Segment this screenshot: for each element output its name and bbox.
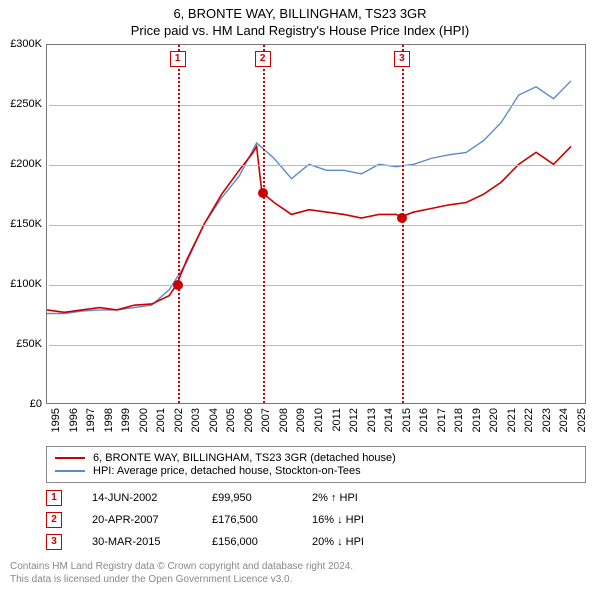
y-tick-label: £300K [10, 38, 42, 50]
event-marker-1: 1 [46, 490, 62, 506]
x-tick-label: 2018 [453, 408, 465, 432]
events-table: 1 14-JUN-2002 £99,950 2% ↑ HPI 2 20-APR-… [46, 490, 412, 556]
x-tick-label: 1997 [85, 408, 97, 432]
event-marker-3: 3 [46, 534, 62, 550]
x-tick-label: 2001 [155, 408, 167, 432]
event-price-2: £176,500 [212, 514, 282, 526]
chart-container: 6, BRONTE WAY, BILLINGHAM, TS23 3GR Pric… [0, 0, 600, 590]
gridline [49, 285, 583, 286]
chart-svg [47, 45, 585, 403]
legend-swatch-property [55, 457, 85, 459]
x-tick-label: 2009 [295, 408, 307, 432]
x-tick-label: 2016 [418, 408, 430, 432]
x-tick-label: 1998 [103, 408, 115, 432]
y-tick-label: £250K [10, 98, 42, 110]
x-tick-label: 1996 [68, 408, 80, 432]
x-tick-label: 1999 [120, 408, 132, 432]
legend-swatch-hpi [55, 470, 85, 472]
gridline [49, 345, 583, 346]
event-marker-2: 2 [46, 512, 62, 528]
event-marker: 3 [394, 51, 410, 67]
gridline [49, 105, 583, 106]
x-tick-label: 2019 [471, 408, 483, 432]
x-tick-label: 2010 [313, 408, 325, 432]
y-tick-label: £50K [16, 338, 42, 350]
legend-label-hpi: HPI: Average price, detached house, Stoc… [93, 465, 361, 477]
event-price-3: £156,000 [212, 536, 282, 548]
event-dot [397, 213, 407, 223]
legend: 6, BRONTE WAY, BILLINGHAM, TS23 3GR (det… [46, 446, 586, 483]
event-price-1: £99,950 [212, 492, 282, 504]
x-tick-label: 2005 [225, 408, 237, 432]
event-row-1: 1 14-JUN-2002 £99,950 2% ↑ HPI [46, 490, 412, 506]
title-main: 6, BRONTE WAY, BILLINGHAM, TS23 3GR [0, 6, 600, 21]
x-tick-label: 2011 [331, 408, 343, 432]
y-tick-label: £100K [10, 278, 42, 290]
event-marker: 1 [170, 51, 186, 67]
y-tick-label: £150K [10, 218, 42, 230]
gridline [49, 165, 583, 166]
x-tick-label: 2025 [576, 408, 588, 432]
titles: 6, BRONTE WAY, BILLINGHAM, TS23 3GR Pric… [0, 0, 600, 38]
x-tick-label: 2014 [383, 408, 395, 432]
event-line [402, 45, 404, 403]
event-diff-2: 16% ↓ HPI [312, 514, 412, 526]
event-line [263, 45, 265, 403]
title-sub: Price paid vs. HM Land Registry's House … [0, 23, 600, 38]
footer-line-2: This data is licensed under the Open Gov… [10, 574, 353, 587]
x-tick-label: 2021 [506, 408, 518, 432]
gridline [49, 225, 583, 226]
event-date-2: 20-APR-2007 [92, 514, 182, 526]
x-tick-label: 2003 [190, 408, 202, 432]
footer: Contains HM Land Registry data © Crown c… [10, 561, 353, 586]
legend-row-property: 6, BRONTE WAY, BILLINGHAM, TS23 3GR (det… [55, 452, 577, 464]
event-dot [258, 188, 268, 198]
event-dot [173, 280, 183, 290]
x-tick-label: 1995 [50, 408, 62, 432]
legend-row-hpi: HPI: Average price, detached house, Stoc… [55, 465, 577, 477]
x-tick-label: 2006 [243, 408, 255, 432]
x-tick-label: 2000 [138, 408, 150, 432]
x-tick-label: 2020 [488, 408, 500, 432]
event-diff-1: 2% ↑ HPI [312, 492, 412, 504]
x-tick-label: 2013 [366, 408, 378, 432]
series-line [47, 81, 571, 314]
x-tick-label: 2008 [278, 408, 290, 432]
event-diff-3: 20% ↓ HPI [312, 536, 412, 548]
x-tick-label: 2017 [436, 408, 448, 432]
x-tick-label: 2022 [523, 408, 535, 432]
legend-label-property: 6, BRONTE WAY, BILLINGHAM, TS23 3GR (det… [93, 452, 396, 464]
event-date-3: 30-MAR-2015 [92, 536, 182, 548]
event-date-1: 14-JUN-2002 [92, 492, 182, 504]
chart-area: 1 2 3 [46, 44, 586, 404]
event-marker: 2 [255, 51, 271, 67]
x-tick-label: 2007 [260, 408, 272, 432]
x-tick-label: 2015 [401, 408, 413, 432]
x-tick-label: 2023 [541, 408, 553, 432]
x-tick-label: 2004 [208, 408, 220, 432]
event-row-3: 3 30-MAR-2015 £156,000 20% ↓ HPI [46, 534, 412, 550]
footer-line-1: Contains HM Land Registry data © Crown c… [10, 561, 353, 574]
event-line [178, 45, 180, 403]
x-tick-label: 2012 [348, 408, 360, 432]
y-tick-label: £200K [10, 158, 42, 170]
event-row-2: 2 20-APR-2007 £176,500 16% ↓ HPI [46, 512, 412, 528]
y-tick-label: £0 [30, 398, 42, 410]
x-tick-label: 2024 [558, 408, 570, 432]
x-tick-label: 2002 [173, 408, 185, 432]
series-line [47, 146, 571, 312]
